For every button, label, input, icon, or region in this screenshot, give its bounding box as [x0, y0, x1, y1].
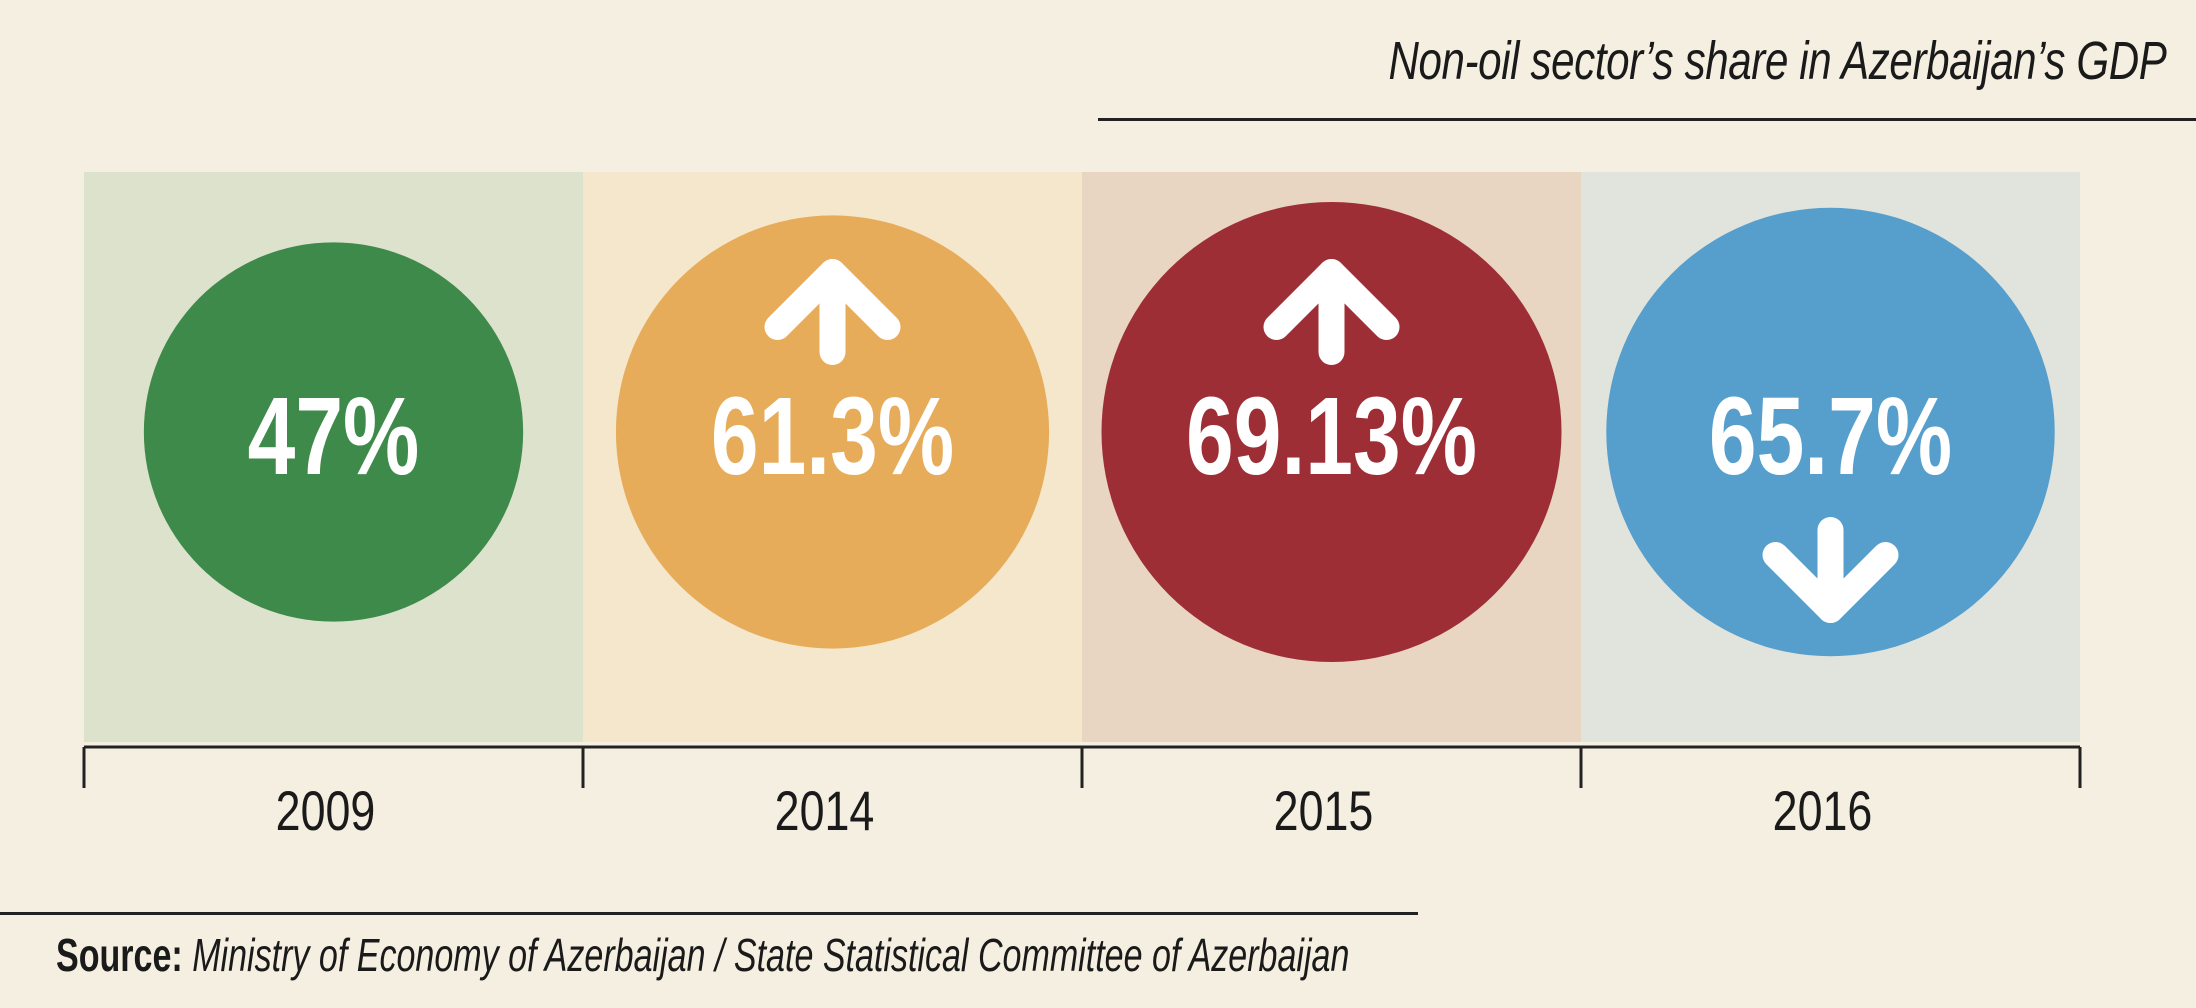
- title-underline: [1098, 118, 2196, 121]
- year-label-2009: 2009: [276, 779, 376, 842]
- source-text: Ministry of Economy of Azerbaijan / Stat…: [192, 929, 1350, 981]
- source-label: Source:: [56, 929, 183, 981]
- arrow-up-icon-2014: [764, 259, 901, 365]
- source-note: Source: Ministry of Economy of Azerbaija…: [56, 928, 1349, 982]
- value-label-2015: 69.13%: [1186, 375, 1477, 498]
- chart: 47% 61.3% 69.13% 65.7% 2009 2014 2015 2016: [82, 172, 2082, 842]
- value-label-2014: 61.3%: [711, 375, 954, 498]
- value-circle-2009: [143, 242, 524, 622]
- source-divider: [0, 912, 1418, 915]
- value-circle-2016: [1606, 207, 2055, 657]
- value-circle-2014: [615, 215, 1050, 649]
- arrow-down-icon-2016: [1762, 517, 1899, 623]
- year-label-2016: 2016: [1773, 779, 1873, 842]
- year-label-2014: 2014: [775, 779, 875, 842]
- chart-title: Non-oil sector’s share in Azerbaijan’s G…: [1387, 31, 2166, 91]
- value-circle-2015: [1101, 202, 1562, 662]
- value-label-2009: 47%: [248, 375, 420, 498]
- year-label-2015: 2015: [1274, 779, 1374, 842]
- value-label-2016: 65.7%: [1709, 375, 1952, 498]
- arrow-up-icon-2015: [1263, 259, 1400, 365]
